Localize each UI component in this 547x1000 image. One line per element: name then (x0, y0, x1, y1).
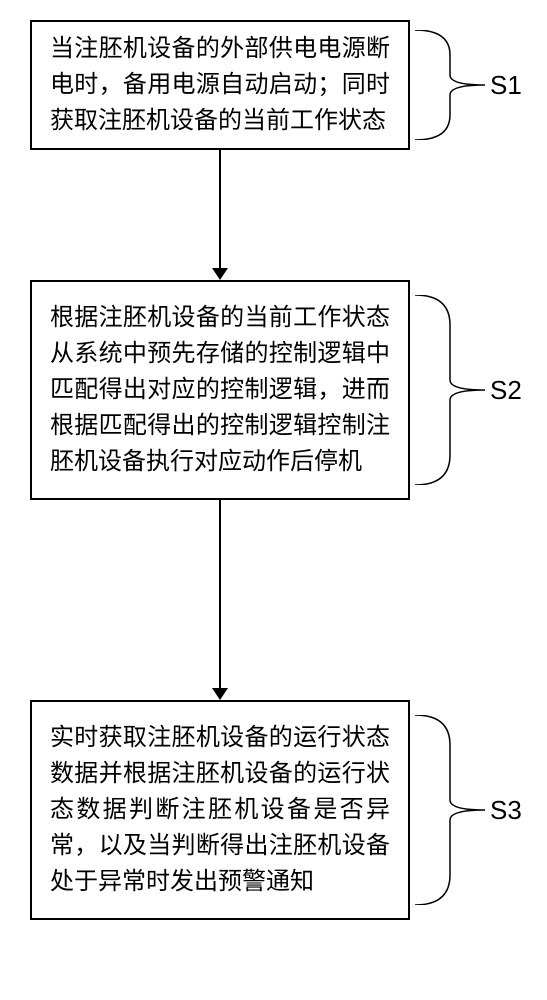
bracket-s1 (415, 30, 490, 140)
box-s1-text: 当注胚机设备的外部供电电源断电时，备用电源自动启动；同时获取注胚机设备的当前工作… (50, 31, 390, 139)
label-s2: S2 (490, 375, 522, 406)
bracket-s3 (415, 715, 490, 905)
arrow-head-1 (212, 268, 228, 280)
flowchart-box-s3: 实时获取注胚机设备的运行状态数据并根据注胚机设备的运行状态数据判断注胚机设备是否… (30, 700, 410, 920)
label-s1: S1 (490, 70, 522, 101)
arrow-line-2 (219, 500, 221, 688)
flowchart-box-s2: 根据注胚机设备的当前工作状态从系统中预先存储的控制逻辑中匹配得出对应的控制逻辑，… (30, 280, 410, 500)
arrow-line-1 (219, 150, 221, 268)
flowchart-box-s1: 当注胚机设备的外部供电电源断电时，备用电源自动启动；同时获取注胚机设备的当前工作… (30, 20, 410, 150)
arrow-head-2 (212, 688, 228, 700)
label-s3: S3 (490, 795, 522, 826)
box-s2-text: 根据注胚机设备的当前工作状态从系统中预先存储的控制逻辑中匹配得出对应的控制逻辑，… (50, 300, 390, 480)
bracket-s2 (415, 295, 490, 485)
box-s3-text: 实时获取注胚机设备的运行状态数据并根据注胚机设备的运行状态数据判断注胚机设备是否… (50, 720, 390, 900)
